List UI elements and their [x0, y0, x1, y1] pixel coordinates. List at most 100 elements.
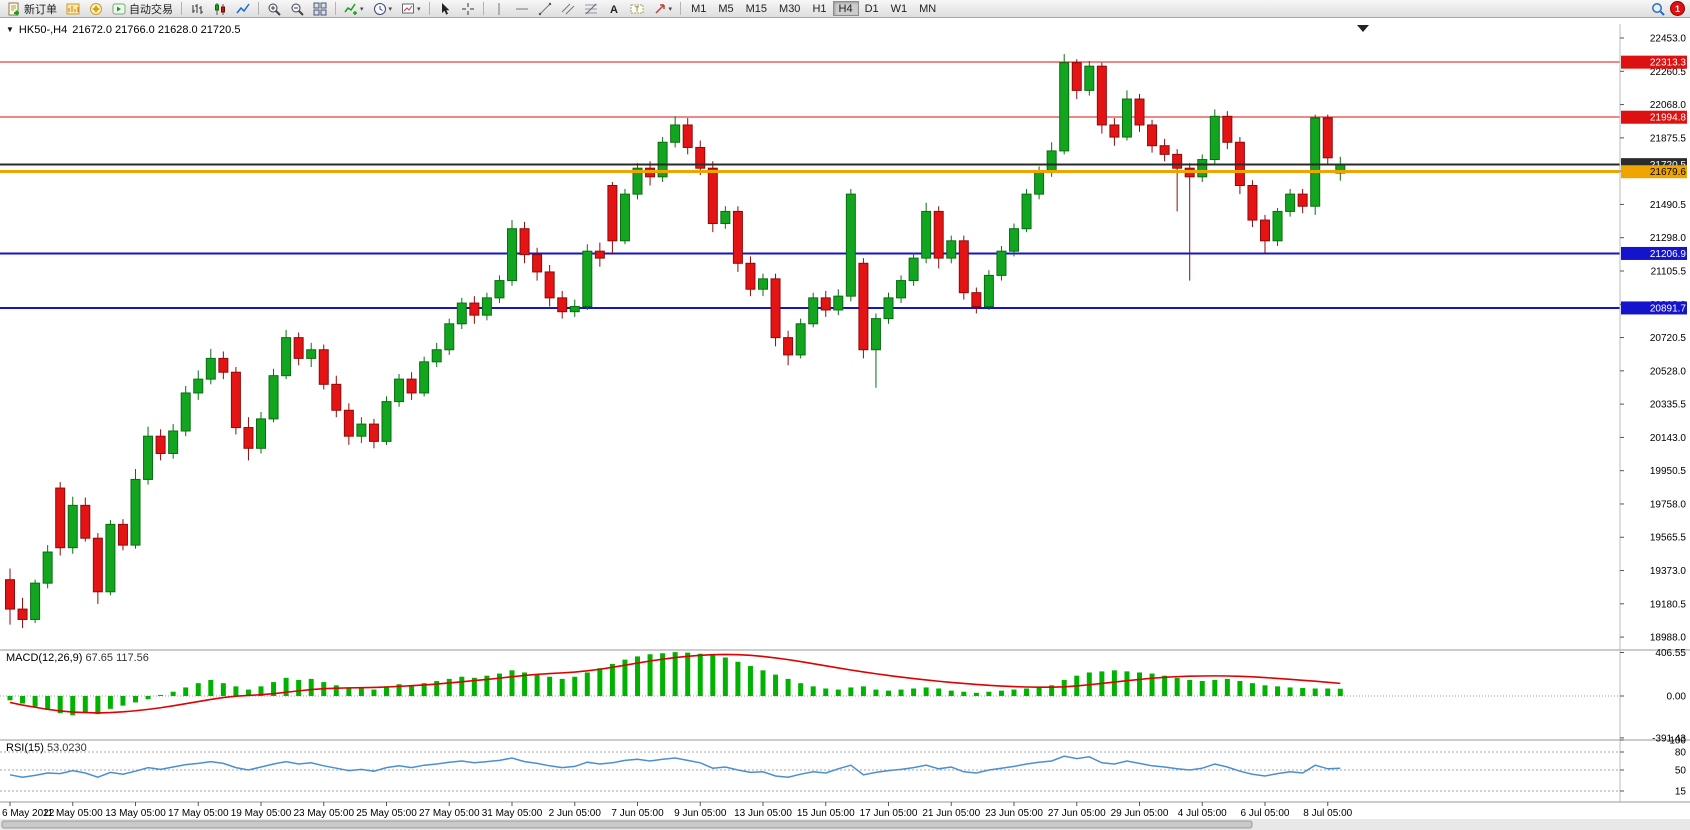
svg-text:21105.5: 21105.5: [1651, 266, 1687, 277]
timeframe-button-m30[interactable]: M30: [773, 1, 806, 16]
templates-button[interactable]: ▾: [397, 1, 425, 17]
chart-shift-marker[interactable]: [1357, 25, 1369, 32]
fibonacci-button[interactable]: [580, 1, 602, 17]
svg-text:19373.0: 19373.0: [1650, 566, 1687, 577]
svg-text:2 Jun 05:00: 2 Jun 05:00: [549, 808, 602, 819]
text-icon: A: [610, 4, 618, 16]
price-axis: 22453.022260.522068.021875.521683.021490…: [1619, 24, 1687, 802]
svg-text:13 Jun 05:00: 13 Jun 05:00: [734, 808, 792, 819]
svg-text:21206.9: 21206.9: [1650, 249, 1687, 260]
channel-button[interactable]: [557, 1, 579, 17]
timeframe-button-d1[interactable]: D1: [859, 1, 885, 16]
svg-text:21994.8: 21994.8: [1650, 113, 1687, 124]
new-order-button[interactable]: 新订单: [3, 1, 61, 17]
bar-chart-icon: [192, 3, 203, 14]
svg-text:20143.0: 20143.0: [1650, 433, 1687, 444]
timeframe-button-mn[interactable]: MN: [913, 1, 942, 16]
svg-text:15: 15: [1675, 787, 1687, 798]
chart-symbol-period: HK50-,H4: [18, 24, 68, 36]
search-button[interactable]: [1647, 1, 1669, 17]
vertical-line-button[interactable]: [488, 1, 510, 17]
svg-text:20720.5: 20720.5: [1650, 333, 1687, 344]
svg-text:20891.7: 20891.7: [1650, 303, 1687, 314]
rsi-name: RSI(15): [6, 742, 44, 754]
svg-text:17 Jun 05:00: 17 Jun 05:00: [860, 808, 918, 819]
svg-text:25 May 05:00: 25 May 05:00: [356, 808, 417, 819]
svg-text:21490.5: 21490.5: [1650, 200, 1687, 211]
dropdown-arrow-icon: ▾: [360, 5, 364, 13]
svg-text:6 May 2022: 6 May 2022: [2, 808, 55, 819]
svg-text:27 May 05:00: 27 May 05:00: [419, 808, 480, 819]
clock-icon: [373, 2, 386, 15]
svg-text:19950.5: 19950.5: [1650, 466, 1687, 477]
svg-text:80: 80: [1675, 748, 1687, 759]
svg-text:406.55: 406.55: [1655, 648, 1686, 659]
one-click-trading-toggle[interactable]: ▼: [6, 25, 14, 34]
indicators-icon: [344, 3, 357, 15]
search-icon: [1652, 2, 1665, 16]
dropdown-arrow-icon: ▾: [388, 5, 393, 13]
timeframe-button-m15[interactable]: M15: [740, 1, 773, 16]
chart-ohlc-values: 21672.0 21766.0 21628.0 21720.5: [72, 24, 241, 36]
crosshair-button[interactable]: [457, 1, 479, 17]
main-toolbar: 新订单 自动交易: [0, 0, 1690, 18]
svg-text:22313.3: 22313.3: [1650, 58, 1687, 69]
timeframe-button-m5[interactable]: M5: [712, 1, 739, 16]
autotrading-button[interactable]: 自动交易: [108, 1, 177, 17]
timeframe-button-w1[interactable]: W1: [885, 1, 914, 16]
text-button[interactable]: A: [603, 1, 625, 17]
trendline-button[interactable]: [534, 1, 556, 17]
svg-text:23 May 05:00: 23 May 05:00: [293, 808, 354, 819]
dropdown-arrow-icon: ▾: [668, 5, 673, 13]
cursor-button[interactable]: [434, 1, 456, 17]
indicators-button[interactable]: ▾: [340, 1, 368, 17]
svg-text:6 Jul 05:00: 6 Jul 05:00: [1241, 808, 1290, 819]
timeframe-toolbar: M1 M5 M15 M30 H1 H4 D1 W1 MN: [685, 1, 942, 16]
svg-text:15 Jun 05:00: 15 Jun 05:00: [797, 808, 855, 819]
line-chart-button[interactable]: [232, 1, 254, 17]
timeframe-button-m1[interactable]: M1: [685, 1, 712, 16]
h-scrollbar-thumb[interactable]: [1, 820, 1253, 829]
svg-text:13 May 05:00: 13 May 05:00: [105, 808, 166, 819]
zoom-in-icon: [268, 3, 281, 16]
crosshair-icon: [461, 2, 474, 15]
new-order-label: 新订单: [24, 3, 57, 16]
navigator-button[interactable]: [85, 1, 107, 17]
tile-windows-button[interactable]: [309, 1, 331, 17]
svg-text:19565.5: 19565.5: [1650, 533, 1687, 544]
zoom-out-button[interactable]: [286, 1, 308, 17]
autotrading-icon: [112, 3, 126, 14]
notification-badge[interactable]: 1: [1670, 1, 1685, 16]
shapes-button[interactable]: ▾: [649, 1, 677, 17]
candlestick-icon: [215, 2, 225, 15]
label-button[interactable]: T: [626, 1, 648, 17]
toolbar-separator: [258, 2, 259, 15]
svg-text:T: T: [634, 6, 639, 13]
market-watch-icon: [66, 3, 80, 14]
timeframe-button-h1[interactable]: H1: [806, 1, 832, 16]
svg-text:22260.5: 22260.5: [1650, 67, 1687, 78]
svg-text:19 May 05:00: 19 May 05:00: [231, 808, 292, 819]
svg-text:4 Jul 05:00: 4 Jul 05:00: [1178, 808, 1227, 819]
candlestick-chart-button[interactable]: [209, 1, 231, 17]
line-chart-icon: [236, 3, 250, 13]
periods-button[interactable]: ▾: [369, 1, 397, 17]
autotrading-label: 自动交易: [129, 3, 173, 16]
vertical-line-icon: [498, 2, 500, 15]
zoom-in-button[interactable]: [263, 1, 285, 17]
timeframe-button-h4[interactable]: H4: [832, 1, 859, 16]
fibonacci-icon: [584, 3, 597, 14]
rsi-value: 53.0230: [46, 742, 87, 754]
horizontal-line-button[interactable]: [511, 1, 533, 17]
svg-text:21875.5: 21875.5: [1650, 133, 1687, 144]
market-watch-button[interactable]: [62, 1, 84, 17]
bar-chart-button[interactable]: [186, 1, 208, 17]
svg-text:22068.0: 22068.0: [1650, 100, 1687, 111]
new-order-icon: [8, 2, 19, 15]
svg-text:29 Jun 05:00: 29 Jun 05:00: [1111, 808, 1169, 819]
horizontal-line-icon: [515, 8, 528, 9]
svg-text:11 May 05:00: 11 May 05:00: [43, 808, 103, 819]
toolbar-separator: [335, 2, 336, 15]
chart-canvas[interactable]: 22453.022260.522068.021875.521683.021490…: [0, 18, 1690, 830]
